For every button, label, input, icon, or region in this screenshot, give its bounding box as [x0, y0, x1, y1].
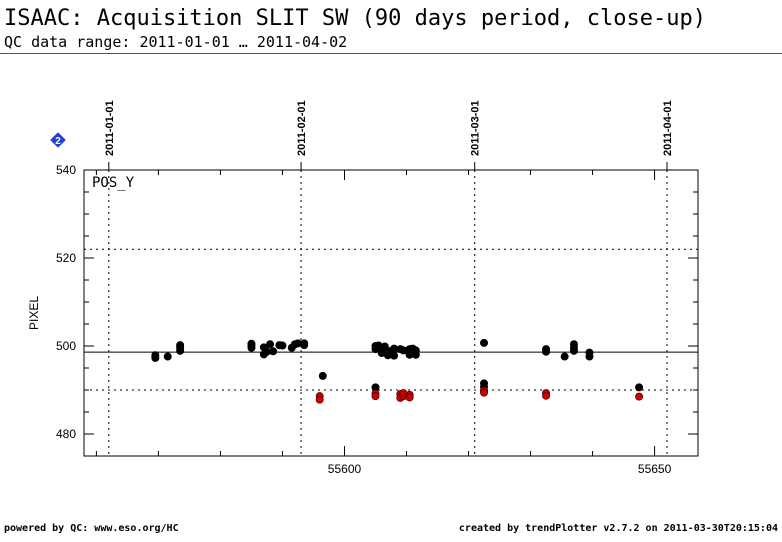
reference-lines	[84, 248, 698, 391]
x-tick-label: 55650	[638, 462, 672, 476]
data-point-red	[635, 392, 644, 401]
date-marker-label: 2011-03-01	[470, 100, 482, 156]
data-point-black	[542, 347, 551, 356]
footer-right: created by trendPlotter v2.7.2 on 2011-0…	[458, 523, 778, 534]
date-markers: 2011-01-01 2011-02-01 2011-03-01 2011-04-01	[104, 100, 674, 456]
date-marker-label: 2011-02-01	[296, 100, 308, 156]
x-tick-label: 55600	[328, 462, 362, 476]
title-divider	[0, 53, 782, 54]
y-tick-label: 500	[56, 339, 76, 353]
data-point-black	[266, 340, 275, 349]
data-points	[151, 338, 644, 404]
data-point-black	[585, 352, 594, 361]
chart-subtitle: QC data range: 2011-01-01 … 2011-04-02	[4, 33, 348, 51]
data-point-black	[163, 352, 172, 361]
data-point-black	[560, 352, 569, 361]
data-point-black	[247, 341, 256, 350]
data-point-black	[390, 351, 399, 360]
badge-icon: 2	[50, 132, 66, 148]
footer-left: powered by QC: www.eso.org/HC	[4, 523, 179, 534]
data-point-red	[480, 388, 489, 397]
data-point-black	[318, 371, 327, 380]
badge-number: 2	[55, 136, 61, 147]
date-marker-label: 2011-01-01	[104, 100, 116, 156]
y-axis-label: PIXEL	[27, 296, 41, 330]
y-tick-label: 540	[56, 163, 76, 177]
data-point-red	[405, 393, 414, 402]
data-point-black	[411, 350, 420, 359]
date-marker-label: 2011-04-01	[662, 100, 674, 156]
data-point-red	[371, 392, 380, 401]
data-point-black	[380, 342, 389, 351]
y-tick-label: 520	[56, 251, 76, 265]
axis-ticks: 480 500 520 540 55600 55650	[56, 163, 698, 476]
data-point-black	[176, 341, 185, 350]
badge-diamond	[50, 132, 66, 148]
data-point-black	[635, 383, 644, 392]
data-point-black	[269, 347, 278, 356]
panel-label: POS_Y	[92, 175, 135, 191]
y-tick-label: 480	[56, 427, 76, 441]
data-point-black	[151, 353, 160, 362]
data-point-black	[278, 341, 287, 350]
data-point-black	[480, 338, 489, 347]
data-point-black	[569, 343, 578, 352]
data-point-red	[542, 391, 551, 400]
plot-frame	[83, 169, 699, 457]
chart-title: ISAAC: Acquisition SLIT SW (90 days peri…	[4, 6, 706, 31]
data-point-black	[300, 341, 309, 350]
data-point-red	[315, 395, 324, 404]
